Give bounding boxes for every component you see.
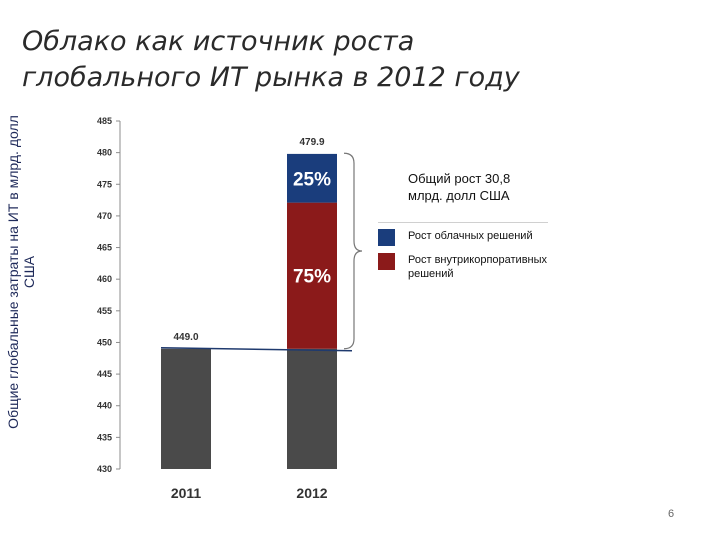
bar-2011-base	[161, 348, 211, 469]
y-tick-label: 455	[97, 306, 112, 316]
segment-label: 75%	[293, 267, 331, 288]
legend-swatch-cloud	[378, 229, 395, 246]
y-tick-label: 480	[97, 148, 112, 158]
y-tick-label: 430	[97, 464, 112, 474]
growth-note: Общий рост 30,8 млрд. долл США	[408, 170, 510, 204]
y-tick-label: 450	[97, 337, 112, 347]
y-tick-label: 485	[97, 116, 112, 126]
x-tick-label: 2011	[171, 485, 202, 501]
bar-2012-cloud	[287, 153, 337, 203]
chart-legend: Рост облачных решений Рост внутрикорпора…	[378, 222, 548, 288]
growth-note-line-1: Общий рост 30,8	[408, 171, 511, 186]
baseline-reference-line	[160, 347, 353, 352]
bar-total-label: 479.9	[299, 137, 324, 148]
y-tick-label: 440	[97, 401, 112, 411]
legend-swatch-internal	[378, 253, 395, 270]
bar-2012-internal	[287, 202, 337, 349]
segment-label: 25%	[293, 169, 331, 190]
bar-total-label: 449.0	[173, 332, 198, 343]
legend-item-cloud: Рост облачных решений	[378, 229, 548, 246]
y-tick-label: 445	[97, 369, 112, 379]
legend-item-internal: Рост внутрикорпоративных решений	[378, 253, 548, 281]
y-tick-label: 475	[97, 179, 112, 189]
growth-brace	[343, 152, 363, 350]
legend-label-internal: Рост внутрикорпоративных решений	[408, 254, 548, 280]
y-tick-label: 435	[97, 432, 112, 442]
growth-note-line-2: млрд. долл США	[408, 188, 510, 203]
slide-title-line-1: Облако как источник роста	[22, 26, 415, 57]
slide-title-line-2: глобального ИТ рынка в 2012 году	[22, 62, 520, 93]
y-tick-label: 460	[97, 274, 112, 284]
legend-divider	[378, 222, 548, 223]
legend-label-cloud: Рост облачных решений	[408, 230, 533, 242]
slide-title: Облако как источник роста глобального ИТ…	[22, 24, 622, 96]
page-number: 6	[668, 508, 675, 520]
bar-2012-base	[287, 348, 337, 469]
y-tick-label: 470	[97, 211, 112, 221]
x-tick-label: 2012	[296, 485, 327, 501]
y-tick-label: 465	[97, 243, 112, 253]
